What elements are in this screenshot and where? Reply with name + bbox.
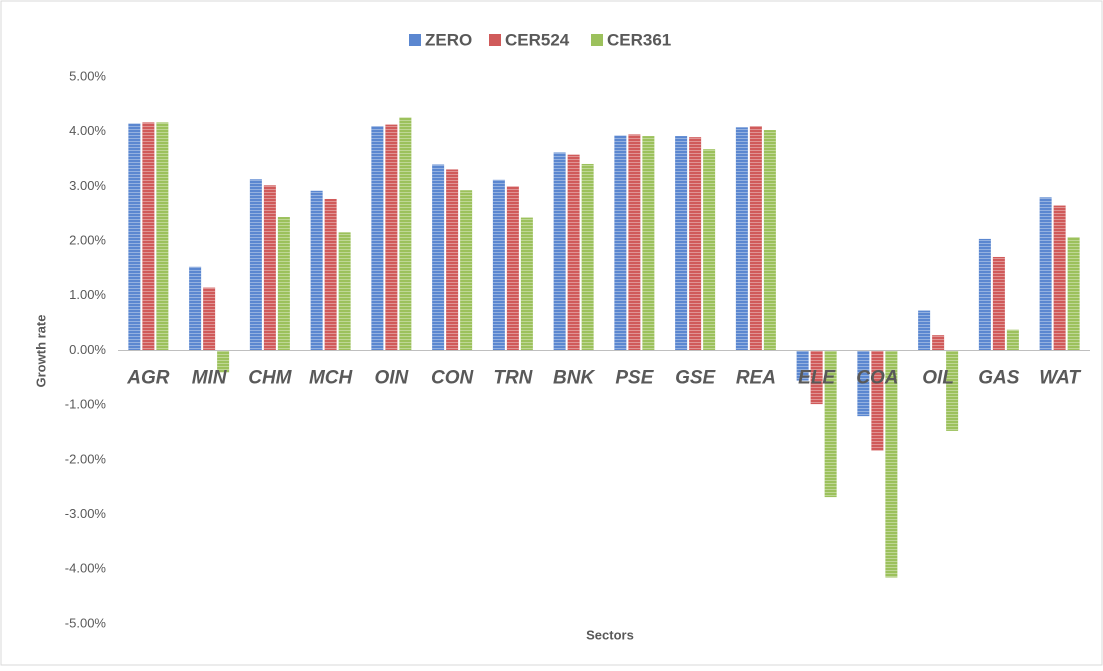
bar-texture xyxy=(263,185,276,351)
x-tick-label: BNK xyxy=(553,368,595,389)
y-tick-label: 0.00% xyxy=(69,342,106,357)
y-tick-label: 3.00% xyxy=(69,178,106,193)
y-tick-label: -2.00% xyxy=(65,451,107,466)
x-tick-label: OIL xyxy=(922,368,954,389)
y-tick-label: 4.00% xyxy=(69,123,106,138)
bar-texture xyxy=(432,164,445,351)
x-tick-label: MCH xyxy=(309,368,354,389)
bar-texture xyxy=(932,335,945,351)
x-tick-label: ELE xyxy=(798,368,836,389)
y-tick-label: -3.00% xyxy=(65,506,107,521)
bar-texture xyxy=(506,186,519,351)
x-tick-label: PSE xyxy=(615,368,654,389)
legend-label: CER524 xyxy=(505,30,570,49)
x-tick-label: GSE xyxy=(675,368,716,389)
legend-label: CER361 xyxy=(607,30,671,49)
bar-texture xyxy=(871,350,884,451)
bar-texture xyxy=(857,350,870,417)
bar-texture xyxy=(399,117,412,351)
y-tick-label: -5.00% xyxy=(65,615,107,630)
bar-texture xyxy=(217,350,230,373)
bar-texture xyxy=(675,136,688,351)
legend-label: ZERO xyxy=(425,30,472,49)
bar-texture xyxy=(324,198,337,351)
y-tick-label: -4.00% xyxy=(65,561,107,576)
y-tick-label: -1.00% xyxy=(65,397,107,412)
bar-texture xyxy=(385,124,398,351)
bar-texture xyxy=(249,179,262,351)
bar-texture xyxy=(1067,237,1080,351)
x-tick-label: OIN xyxy=(374,368,409,389)
bar-texture xyxy=(810,350,823,405)
x-tick-label: CHM xyxy=(248,368,292,389)
x-tick-label: CON xyxy=(431,368,475,389)
bar-texture xyxy=(520,217,533,351)
bar-texture xyxy=(128,123,141,351)
bar-texture xyxy=(492,179,505,351)
x-tick-label: WAT xyxy=(1039,368,1081,389)
legend-swatch xyxy=(489,34,501,46)
bar-texture xyxy=(371,126,384,351)
bar-texture xyxy=(338,232,351,351)
bar-texture xyxy=(749,126,762,351)
bar-texture xyxy=(703,149,716,351)
bar-texture xyxy=(203,287,216,351)
bar-texture xyxy=(978,238,991,351)
bar-texture xyxy=(581,163,594,351)
bar-texture xyxy=(1006,329,1019,351)
bar-texture xyxy=(189,266,202,351)
bar-texture xyxy=(460,190,473,351)
y-tick-label: 5.00% xyxy=(69,68,106,83)
bar-texture xyxy=(567,154,580,351)
legend-swatch xyxy=(409,34,421,46)
x-axis-title: Sectors xyxy=(586,627,634,642)
bar-texture xyxy=(156,122,169,351)
bar-texture xyxy=(763,130,776,351)
bar-texture xyxy=(1039,197,1052,351)
legend-swatch xyxy=(591,34,603,46)
y-axis-title: Growth rate xyxy=(33,315,48,388)
bar-texture xyxy=(918,310,931,351)
bar-texture xyxy=(614,135,627,351)
y-tick-label: 1.00% xyxy=(69,287,106,302)
bar-texture xyxy=(946,350,959,431)
x-tick-label: AGR xyxy=(126,368,170,389)
x-tick-label: MIN xyxy=(192,368,228,389)
bar-texture xyxy=(446,169,459,351)
bar-texture xyxy=(885,350,898,578)
bar-texture xyxy=(1053,205,1066,351)
bar-texture xyxy=(642,136,655,351)
bar-texture xyxy=(992,256,1005,351)
x-tick-label: COA xyxy=(856,368,898,389)
bar-texture xyxy=(824,350,837,498)
bar-texture xyxy=(553,152,566,351)
bar-texture xyxy=(796,350,809,381)
bar-texture xyxy=(142,122,155,351)
bar-texture xyxy=(735,127,748,351)
x-tick-label: GAS xyxy=(978,368,1020,389)
x-tick-label: TRN xyxy=(493,368,533,389)
bar-texture xyxy=(310,190,323,351)
y-tick-label: 2.00% xyxy=(69,233,106,248)
x-tick-label: REA xyxy=(736,368,776,389)
bar-texture xyxy=(277,217,290,351)
bar-texture xyxy=(628,134,641,351)
bar-texture xyxy=(689,137,702,351)
